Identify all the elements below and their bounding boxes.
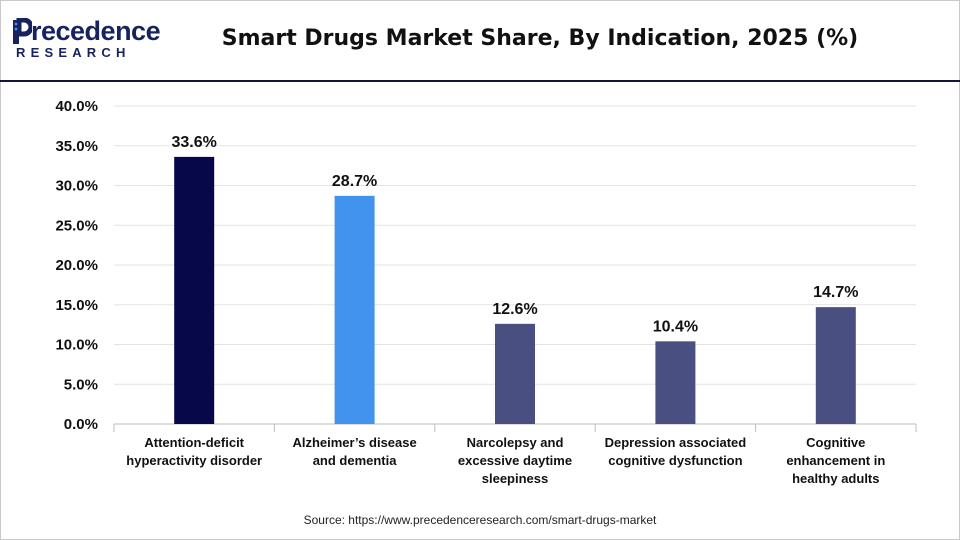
bar xyxy=(334,195,375,424)
x-tick-label-line: Cognitive xyxy=(806,435,865,450)
y-tick-label: 30.0% xyxy=(55,178,98,195)
x-tick-label: Cognitive enhancement in healthy adults xyxy=(786,435,885,486)
x-tick-label-line: cognitive dysfunction xyxy=(608,453,742,468)
y-tick-label: 40.0% xyxy=(55,98,98,115)
x-tick-label-line: Depression associated xyxy=(605,435,747,450)
bar xyxy=(174,156,215,424)
x-tick-label-line: Alzheimer’s disease xyxy=(292,435,416,450)
data-label: 14.7% xyxy=(813,284,858,301)
header: recedence RESEARCH Smart Drugs Market Sh… xyxy=(0,0,960,80)
logo-subtitle: RESEARCH xyxy=(16,45,131,60)
data-label: 28.7% xyxy=(332,173,377,190)
header-divider xyxy=(0,80,960,82)
bar xyxy=(495,323,535,424)
y-tick-label: 15.0% xyxy=(55,297,98,314)
x-tick-label-line: enhancement in xyxy=(786,453,885,468)
x-tick-label-line: Narcolepsy and xyxy=(467,435,564,450)
x-tick-label-line: hyperactivity disorder xyxy=(126,453,262,468)
data-label: 10.4% xyxy=(653,318,698,335)
data-label: 12.6% xyxy=(492,301,537,318)
data-label: 33.6% xyxy=(172,134,217,151)
y-tick-label: 35.0% xyxy=(55,138,98,155)
y-tick-label: 0.0% xyxy=(64,416,98,433)
logo-wordmark: recedence xyxy=(14,16,161,46)
bar xyxy=(815,307,856,424)
x-tick-label: Alzheimer’s disease and dementia xyxy=(292,435,416,468)
brand-logo: recedence RESEARCH xyxy=(13,16,164,66)
x-tick-label-line: healthy adults xyxy=(792,471,879,486)
chart-title: Smart Drugs Market Share, By Indication,… xyxy=(221,26,859,51)
y-tick-label: 10.0% xyxy=(55,337,98,354)
logo-mark-icon xyxy=(13,18,32,44)
y-tick-label: 5.0% xyxy=(64,376,98,393)
x-tick-label: Depression associated cognitive dysfuncti… xyxy=(605,435,747,468)
x-tick-label-line: excessive daytime xyxy=(458,453,572,468)
y-tick-label: 25.0% xyxy=(55,217,98,234)
bar xyxy=(655,341,696,424)
logo-wordmark-text: recedence xyxy=(31,16,161,46)
source-note: Source: https://www.precedenceresearch.c… xyxy=(303,513,657,527)
x-tick-label-line: and dementia xyxy=(313,453,398,468)
x-tick-label-line: sleepiness xyxy=(482,471,549,486)
bar-chart: 0.0% 5.0% 10.0% 15.0% 20.0% 25.0% 30.0% 35.0% 40… xyxy=(55,98,917,486)
x-tick-label-line: Attention-deficit xyxy=(144,435,244,450)
x-tick-label: Attention-deficit hyperactivity disorder xyxy=(126,435,262,468)
y-tick-label: 20.0% xyxy=(55,257,98,274)
x-tick-label: Narcolepsy and excessive daytime sleepines… xyxy=(458,435,572,486)
